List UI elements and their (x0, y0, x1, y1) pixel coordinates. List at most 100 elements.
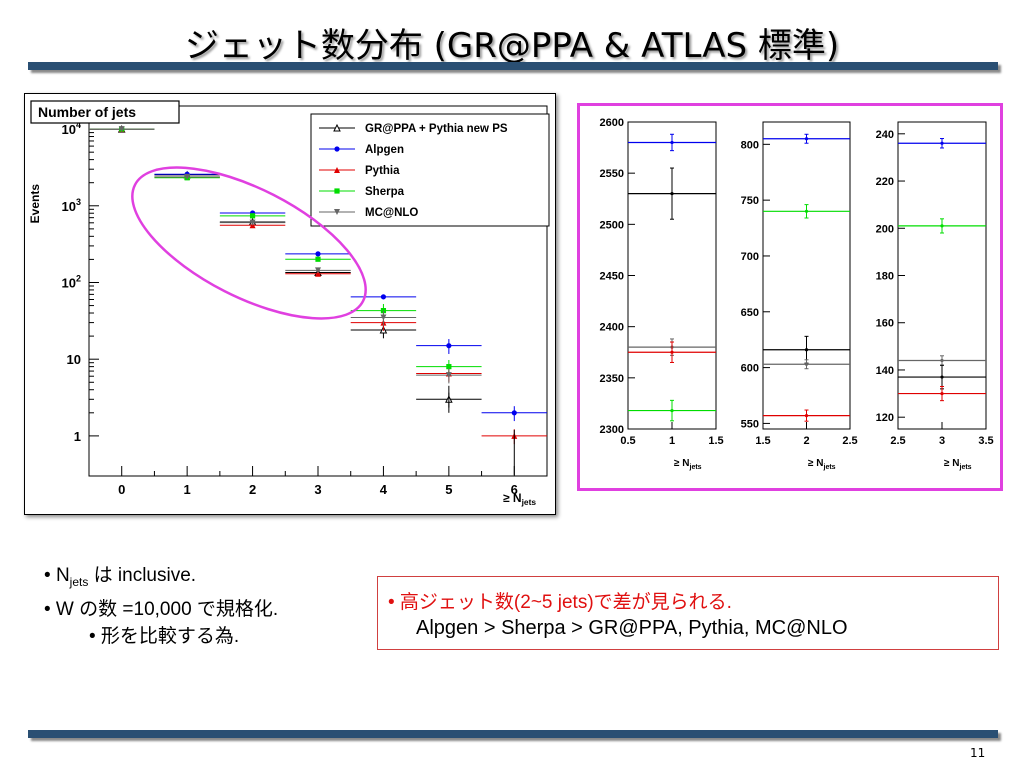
inset-y-tick-label: 2550 (600, 168, 624, 180)
inset-y-tick-label: 2450 (600, 271, 624, 283)
inset-x-tick-label: 3.5 (978, 435, 993, 447)
inset-x-tick-label: 2.5 (890, 435, 905, 447)
data-point (315, 251, 321, 257)
bullet-shape-compare: • 形を比較する為. (89, 625, 240, 647)
x-tick-label: 1 (184, 482, 191, 497)
zoom-inset-panel: 2300 2350 2400 2450 2500 2550 2600 0.5 1 1.5 ≥ Nje… (577, 103, 1003, 491)
legend-marker (334, 146, 340, 152)
inset-y-tick-label: 240 (876, 129, 894, 141)
data-point (315, 270, 321, 277)
inset-y-tick-label: 2300 (600, 424, 624, 436)
page-number: 11 (970, 746, 986, 760)
inset-data-point (940, 391, 944, 396)
data-point (184, 173, 191, 180)
data-point (511, 410, 517, 416)
inset-y-tick-label: 2400 (600, 322, 624, 334)
bullet-n-sub: jets (69, 574, 89, 589)
inset-data-point (804, 209, 809, 213)
y-tick-label: 103 (62, 197, 81, 214)
x-tick-label: 2 (249, 482, 256, 497)
inset-data-point (670, 140, 674, 145)
legend-label: GR@PPA + Pythia new PS (365, 123, 508, 135)
data-point (315, 256, 321, 262)
slide-title: ジェット数分布 (GR@PPA & ATLAS 標準) (184, 26, 840, 66)
data-point (118, 126, 125, 133)
callout-line-2: Alpgen > Sherpa > GR@PPA, Pythia, MC@NLO (416, 617, 848, 639)
inset-y-tick-label: 180 (876, 271, 894, 283)
inset-x-tick-label: 1.5 (708, 435, 723, 447)
inset-data-point (940, 375, 944, 379)
inset-x-axis-title: ≥ Njets (808, 458, 836, 471)
inset-x-tick-label: 1 (669, 435, 675, 447)
legend-marker (334, 188, 340, 194)
inset-y-tick-label: 550 (741, 418, 759, 430)
highlight-ellipse (131, 166, 367, 320)
inset-y-tick-label: 2500 (600, 219, 624, 231)
x-tick-label: 6 (511, 482, 518, 497)
inset-y-tick-label: 2600 (600, 117, 624, 129)
y-axis-title: Events (28, 184, 42, 224)
inset-data-point (940, 224, 944, 228)
legend-label: Pythia (365, 165, 400, 177)
main-jet-plot: 1 10 102 103 104 0 1 2 3 4 5 6 Events ≥ Njets Number o… (24, 93, 556, 515)
inset-y-tick-label: 160 (876, 318, 894, 330)
inset-x-axis-title: ≥ Njets (674, 458, 702, 471)
inset-y-tick-label: 2350 (600, 373, 624, 385)
inset-y-tick-label: 800 (741, 139, 759, 151)
inset-x-tick-label: 2.5 (842, 435, 857, 447)
title-underline (28, 62, 998, 70)
footer-rule (28, 730, 998, 738)
inset-data-point (940, 141, 944, 145)
plot-title-box (30, 100, 180, 124)
x-tick-label: 4 (380, 482, 388, 497)
inset-frame (762, 121, 851, 430)
inset-data-point (804, 137, 809, 141)
legend-marker (334, 167, 340, 173)
y-tick-label: 1 (74, 429, 81, 444)
bullet-n: N (55, 565, 70, 586)
y-tick-label: 102 (62, 273, 81, 290)
inset-data-point (670, 192, 674, 196)
inset-panel-1: 2300 2350 2400 2450 2500 2550 2600 0.5 1 1.5 ≥ Nje… (600, 117, 724, 471)
data-point (249, 213, 256, 219)
legend-label: Alpgen (365, 144, 404, 156)
inset-data-point (804, 362, 809, 366)
inset-y-tick-label: 220 (876, 176, 894, 188)
data-point (315, 267, 321, 274)
x-tick-label: 3 (314, 482, 321, 497)
inset-x-tick-label: 0.5 (620, 435, 635, 447)
inset-plots-svg: 2300 2350 2400 2450 2500 2550 2600 0.5 1 1.5 ≥ Nje… (600, 117, 994, 471)
main-plot-svg: 1 10 102 103 104 0 1 2 3 4 5 6 Events ≥ Njets Number o… (28, 100, 550, 507)
inset-panel-2: 550 600 650 700 750 800 1.5 2 2.5 ≥ Njets (741, 121, 858, 471)
series-mc-nlo (89, 126, 482, 384)
y-tick-label: 10 (67, 352, 81, 367)
bullet-inclusive-text: は inclusive. (88, 565, 197, 586)
data-point (446, 364, 452, 370)
inset-y-tick-label: 200 (876, 223, 894, 235)
legend-label: Sherpa (365, 186, 405, 198)
legend-marker (333, 123, 341, 132)
data-point (380, 294, 387, 300)
inset-x-tick-label: 3 (939, 435, 945, 447)
inset-y-tick-label: 120 (876, 412, 894, 424)
inset-y-tick-label: 700 (741, 251, 759, 263)
inset-data-point (804, 348, 809, 352)
bullet-inclusive: • Njets は inclusive. (44, 565, 197, 589)
data-point (380, 314, 387, 321)
highlight-callout: • 高ジェット数(2~5 jets)で差が見られる. Alpgen > Sher… (377, 576, 999, 650)
x-axis-title: ≥ Njets (503, 491, 536, 507)
bullet-normalization: • W の数 =10,000 で規格化. (44, 598, 279, 620)
inset-data-point (670, 408, 674, 413)
inset-data-point (804, 414, 809, 418)
y-tick-label: 104 (62, 120, 81, 137)
data-point (445, 372, 452, 379)
callout-line-1: • 高ジェット数(2~5 jets)で差が見られる. (388, 592, 732, 613)
inset-x-tick-label: 1.5 (755, 435, 770, 447)
legend-label: MC@NLO (365, 207, 418, 219)
data-point (249, 219, 256, 226)
legend-marker (334, 209, 340, 215)
data-point (380, 308, 387, 314)
bullet-list: • Njets は inclusive. • W の数 =10,000 で規格化… (44, 562, 278, 650)
inset-y-tick-label: 140 (876, 365, 894, 377)
inset-data-point (670, 350, 674, 354)
